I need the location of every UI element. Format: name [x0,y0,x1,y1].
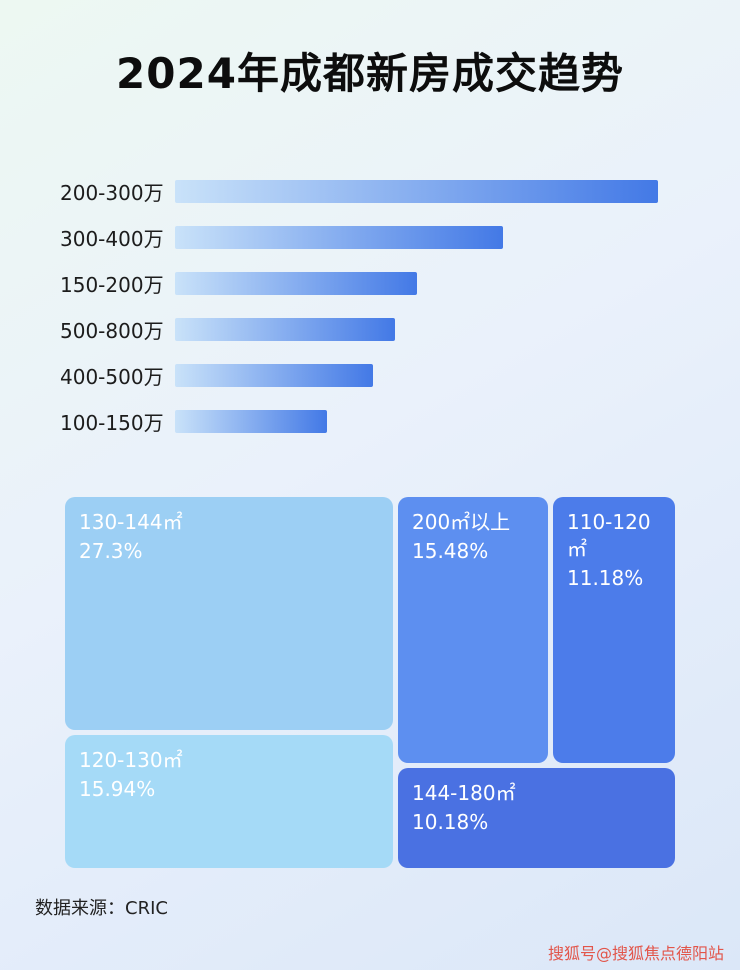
bar-category-label: 150-200万 [60,272,164,297]
watermark: 搜狐号@搜狐焦点德阳站 [547,944,724,963]
treemap-block-value: 15.94% [79,777,156,801]
bar-track [175,317,658,341]
bar-row: 150-200万 [60,271,658,297]
bar-track [175,179,658,203]
treemap-block: 130-144㎡ 27.3% [65,497,393,730]
treemap-block-label: 120-130㎡ [79,748,183,772]
treemap-block-label: 110-120㎡ [567,510,651,561]
treemap-block-label: 144-180㎡ [412,781,516,805]
treemap-block: 200㎡以上 15.48% [398,497,548,763]
bar-fill [175,317,395,341]
bar-fill [175,271,417,295]
bar-category-label: 200-300万 [60,180,164,205]
bar-track [175,271,658,295]
bar-row: 400-500万 [60,363,658,389]
bar-fill [175,179,658,203]
area-segment-treemap: 130-144㎡ 27.3% 120-130㎡ 15.94% 200㎡以上 15… [65,497,675,868]
treemap-block-label: 200㎡以上 [412,510,511,534]
bar-row: 300-400万 [60,225,658,251]
treemap-block-value: 10.18% [412,810,489,834]
treemap-block-label: 130-144㎡ [79,510,183,534]
page-title: 2024年成都新房成交趋势 [116,49,624,98]
bar-fill [175,363,374,387]
price-range-bar-chart: 200-300万 300-400万 150-200万 500-800万 400-… [60,179,658,455]
treemap-block: 120-130㎡ 15.94% [65,735,393,868]
bar-category-label: 400-500万 [60,364,164,389]
treemap-block-value: 11.18% [567,566,644,590]
treemap-block-value: 27.3% [79,539,143,563]
bar-row: 500-800万 [60,317,658,343]
bar-category-label: 300-400万 [60,226,164,251]
bar-category-label: 500-800万 [60,318,164,343]
treemap-block: 144-180㎡ 10.18% [398,768,675,868]
treemap-block-value: 15.48% [412,539,489,563]
bar-track [175,409,658,433]
bar-row: 200-300万 [60,179,658,205]
treemap-block: 110-120㎡ 11.18% [553,497,675,763]
bar-fill [175,409,328,433]
data-source-note: 数据来源：CRIC [35,898,168,919]
bar-fill [175,225,504,249]
bar-row: 100-150万 [60,409,658,435]
bar-track [175,225,658,249]
bar-category-label: 100-150万 [60,410,164,435]
bar-track [175,363,658,387]
